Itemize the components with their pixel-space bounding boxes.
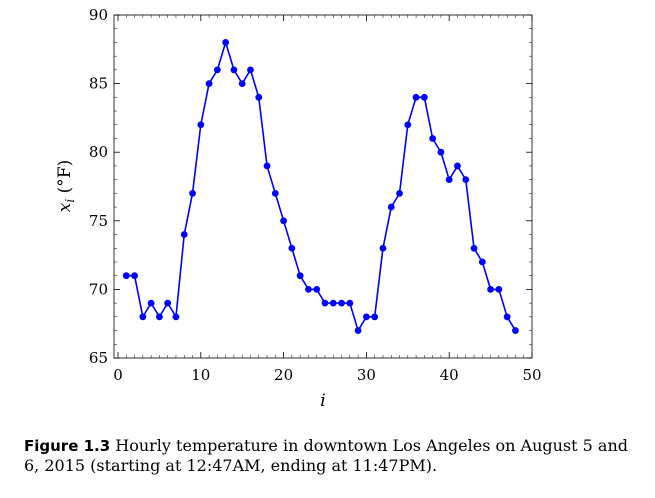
y-tick-label: 65	[89, 349, 108, 367]
data-point	[404, 121, 412, 129]
data-point	[288, 244, 296, 252]
data-point	[387, 203, 395, 211]
data-point	[122, 272, 130, 280]
y-axis-label-sub: i	[63, 199, 77, 203]
data-point	[156, 313, 163, 321]
data-point	[313, 286, 321, 293]
figure-caption: Figure 1.3 Hourly temperature in downtow…	[24, 436, 634, 476]
data-point	[346, 299, 354, 307]
data-point	[147, 299, 155, 307]
data-point	[213, 66, 221, 74]
data-point	[164, 299, 172, 307]
data-point	[495, 286, 503, 293]
y-tick-label: 70	[89, 280, 108, 298]
data-point	[271, 189, 279, 197]
y-tick-label: 75	[89, 212, 108, 230]
data-point	[445, 176, 453, 184]
y-axis-label-main: x	[55, 202, 75, 212]
y-axis-label-unit: (°F)	[55, 160, 75, 199]
x-tick-label: 20	[274, 366, 293, 384]
data-point	[247, 66, 254, 74]
data-point	[462, 176, 470, 184]
y-tick-label: 80	[89, 143, 108, 161]
data-point	[363, 313, 370, 321]
y-tick-label: 85	[89, 75, 108, 93]
x-tick-label: 50	[522, 366, 541, 384]
data-point	[487, 286, 494, 293]
data-point	[321, 299, 329, 307]
data-point	[172, 313, 180, 321]
data-point	[470, 244, 478, 252]
data-point	[205, 80, 213, 87]
data-point	[222, 39, 230, 46]
data-point	[296, 272, 304, 280]
data-point	[180, 231, 188, 238]
data-point	[197, 121, 205, 129]
data-point	[429, 135, 437, 142]
data-point	[255, 93, 263, 101]
major-ticks	[114, 14, 533, 359]
series-points	[122, 39, 519, 334]
x-axis-label: i	[320, 391, 325, 411]
data-point	[354, 327, 362, 334]
minor-ticks	[114, 15, 532, 358]
y-tick-label: 90	[89, 6, 108, 24]
data-point	[230, 66, 238, 74]
data-point	[329, 299, 337, 307]
x-tick-label: 40	[440, 366, 459, 384]
data-point	[412, 93, 420, 101]
data-point	[503, 313, 511, 321]
data-point	[139, 313, 147, 321]
caption-text: Hourly temperature in downtown Los Angel…	[24, 436, 628, 475]
data-point	[379, 244, 387, 252]
tick-labels: 0 10 20 30 40 50 65 70 75 80 85 90	[89, 6, 542, 384]
data-point	[371, 313, 379, 321]
data-point	[512, 327, 519, 334]
x-tick-label: 10	[191, 366, 210, 384]
plot-frame	[113, 14, 533, 359]
data-point	[420, 93, 428, 101]
data-point	[131, 272, 138, 280]
x-tick-label: 30	[357, 366, 376, 384]
data-point	[478, 258, 486, 266]
data-point	[396, 189, 403, 197]
data-point	[263, 162, 271, 170]
x-tick-label: 0	[113, 366, 123, 384]
data-point	[280, 217, 287, 225]
data-point	[305, 286, 312, 293]
data-point	[338, 299, 345, 307]
y-axis-label: xi (°F)	[55, 160, 77, 212]
data-point	[238, 80, 246, 87]
caption-label: Figure 1.3	[24, 437, 111, 455]
data-point	[189, 189, 196, 197]
data-point	[454, 162, 461, 170]
data-point	[437, 148, 445, 156]
series-line	[126, 39, 517, 333]
